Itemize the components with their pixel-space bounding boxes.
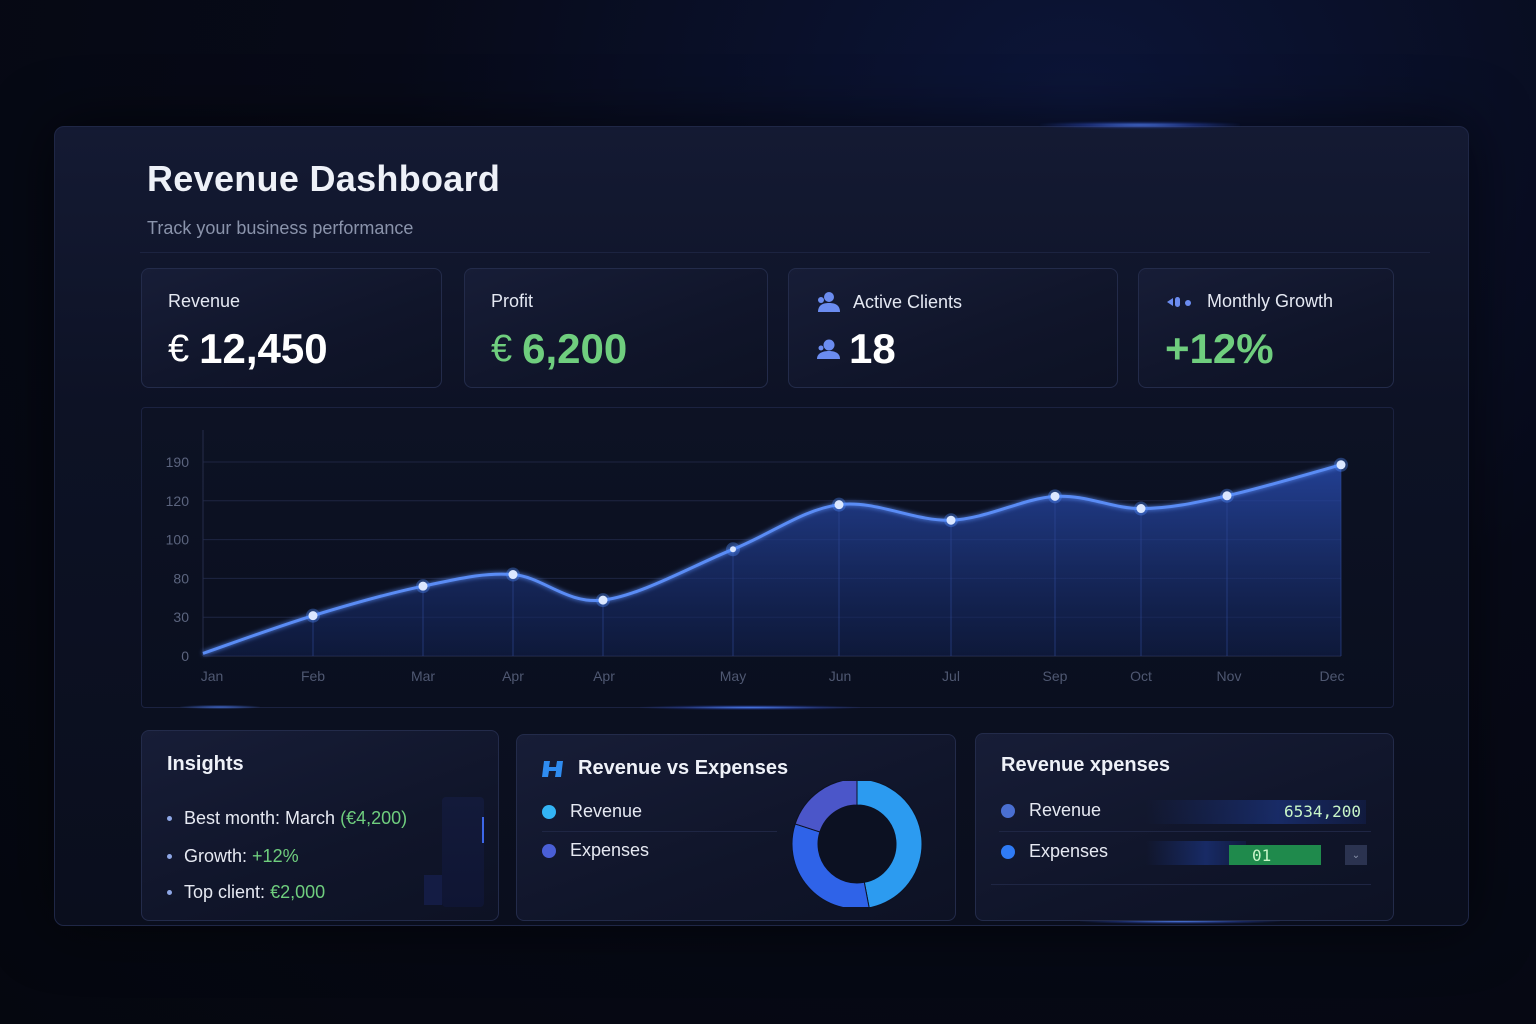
page-header: Revenue Dashboard Track your business pe… <box>147 158 500 239</box>
legend-item-revenue[interactable]: Revenue <box>542 801 642 822</box>
legend-dot-icon <box>1001 803 1015 818</box>
insight-mini-bar <box>442 797 484 907</box>
page-title: Revenue Dashboard <box>147 158 501 199</box>
chart-underglow <box>640 705 860 710</box>
frame-glow-bottom <box>1080 918 1280 924</box>
currency-symbol: € <box>168 327 190 370</box>
legend-dot-icon <box>542 804 556 819</box>
chart-data-point[interactable] <box>1136 504 1146 514</box>
chart-data-point[interactable] <box>508 570 518 580</box>
expenses-value: 01 <box>1252 846 1272 865</box>
svg-text:Jun: Jun <box>829 668 852 684</box>
kpi-number: 6,200 <box>522 325 628 372</box>
chart-data-point[interactable] <box>598 595 608 605</box>
kpi-card-active-clients[interactable]: Active Clients 18 <box>788 268 1118 388</box>
revenue-vs-expenses-card: Revenue vs Expenses Revenue Expenses <box>516 734 956 921</box>
kpi-label: Profit <box>491 291 534 311</box>
kpi-value: € 12,450 <box>168 325 328 373</box>
svg-text:80: 80 <box>173 570 189 586</box>
currency-symbol: € <box>491 327 513 370</box>
expenses-dropdown[interactable]: ⌄ <box>1345 845 1367 865</box>
kpi-label: Revenue <box>168 291 241 311</box>
svg-text:190: 190 <box>166 454 190 470</box>
insights-list: Best month: March (€4,200) Growth: +12% … <box>167 799 407 909</box>
svg-text:Sep: Sep <box>1043 668 1068 684</box>
chart-x-axis: Jan Feb Mar Apr Apr May Jun Jul Sep Oct Nov Dec <box>201 668 1345 684</box>
bullet-icon <box>167 815 172 821</box>
revenue-expenses-donut <box>791 781 923 907</box>
chevron-down-icon: ⌄ <box>1351 849 1361 861</box>
svg-text:Oct: Oct <box>1130 668 1152 684</box>
users-icon <box>818 292 840 312</box>
insights-title: Insights <box>167 753 244 775</box>
chart-data-point[interactable] <box>730 546 736 553</box>
kpi-value: +12% <box>1165 325 1274 373</box>
kpi-value: 18 <box>815 325 896 373</box>
rve-title-row: Revenue vs Expenses <box>542 757 788 780</box>
chart-data-point[interactable] <box>308 611 318 621</box>
chart-y-axis: 0 30 80 100 120 190 <box>166 454 190 664</box>
svg-text:Apr: Apr <box>502 668 524 684</box>
insight-item: Top client: €2,000 <box>167 875 407 909</box>
page-subtitle: Track your business performance <box>147 218 414 238</box>
legend-dot-icon <box>542 843 556 858</box>
svg-text:120: 120 <box>166 493 190 509</box>
panel-row-revenue: Revenue <box>1001 800 1101 821</box>
panel-row-expenses: Expenses <box>1001 841 1108 862</box>
kpi-number: 12,450 <box>199 325 328 372</box>
svg-text:May: May <box>720 668 746 684</box>
kpi-card-revenue[interactable]: Revenue € 12,450 <box>141 268 442 388</box>
revenue-value: 6534,200 <box>1284 802 1362 821</box>
kpi-label: Monthly Growth <box>1207 291 1334 311</box>
kpi-card-monthly-growth[interactable]: Monthly Growth +12% <box>1138 268 1394 388</box>
insight-item: Best month: March (€4,200) <box>167 799 407 837</box>
insight-item: Growth: +12% <box>167 837 407 875</box>
bullet-icon <box>167 889 172 895</box>
growth-bars-icon <box>1167 296 1191 307</box>
svg-text:Nov: Nov <box>1217 668 1242 684</box>
chart-data-point[interactable] <box>418 581 428 591</box>
expenses-bar <box>1229 845 1321 865</box>
revenue-expenses-panel: Revenue xpenses Revenue 6534,200 Expense… <box>975 733 1394 921</box>
panel-title: Revenue xpenses <box>1001 754 1170 776</box>
frame-glow <box>1040 122 1240 128</box>
svg-text:Apr: Apr <box>593 668 615 684</box>
chart-data-point[interactable] <box>1222 491 1232 501</box>
legend-dot-icon <box>1001 844 1015 859</box>
kpi-label-row: Monthly Growth <box>1165 291 1333 312</box>
chart-data-point[interactable] <box>1336 460 1346 470</box>
header-divider <box>140 252 1430 253</box>
svg-text:100: 100 <box>166 532 190 548</box>
insight-mini-bar-small <box>424 875 442 905</box>
svg-text:Dec: Dec <box>1320 668 1345 684</box>
chart-data-point[interactable] <box>946 515 956 525</box>
kpi-value: € 6,200 <box>491 325 627 373</box>
chart-logo-icon <box>542 760 563 777</box>
kpi-number: 18 <box>849 325 896 372</box>
svg-text:Jul: Jul <box>942 668 960 684</box>
chart-data-point[interactable] <box>834 500 844 510</box>
chart-points <box>306 457 1348 623</box>
svg-text:30: 30 <box>173 609 189 625</box>
chart-point-guides <box>312 464 1342 656</box>
revenue-bar <box>1146 800 1366 824</box>
kpi-label-row: Active Clients <box>815 291 962 313</box>
chart-area-fill <box>203 464 1341 656</box>
bullet-icon <box>167 853 172 859</box>
insights-card: Insights Best month: March (€4,200) Grow… <box>141 730 499 921</box>
kpi-card-profit[interactable]: Profit € 6,200 <box>464 268 768 388</box>
svg-text:Mar: Mar <box>411 668 435 684</box>
legend-item-expenses[interactable]: Expenses <box>542 840 649 861</box>
svg-text:Feb: Feb <box>301 668 325 684</box>
chart-data-point[interactable] <box>1050 491 1060 501</box>
kpi-label: Active Clients <box>853 291 963 312</box>
user-icon <box>817 339 840 359</box>
svg-text:Jan: Jan <box>201 668 224 684</box>
chart-underglow <box>180 705 260 709</box>
kpi-number: +12% <box>1165 325 1274 372</box>
svg-text:0: 0 <box>181 648 189 664</box>
